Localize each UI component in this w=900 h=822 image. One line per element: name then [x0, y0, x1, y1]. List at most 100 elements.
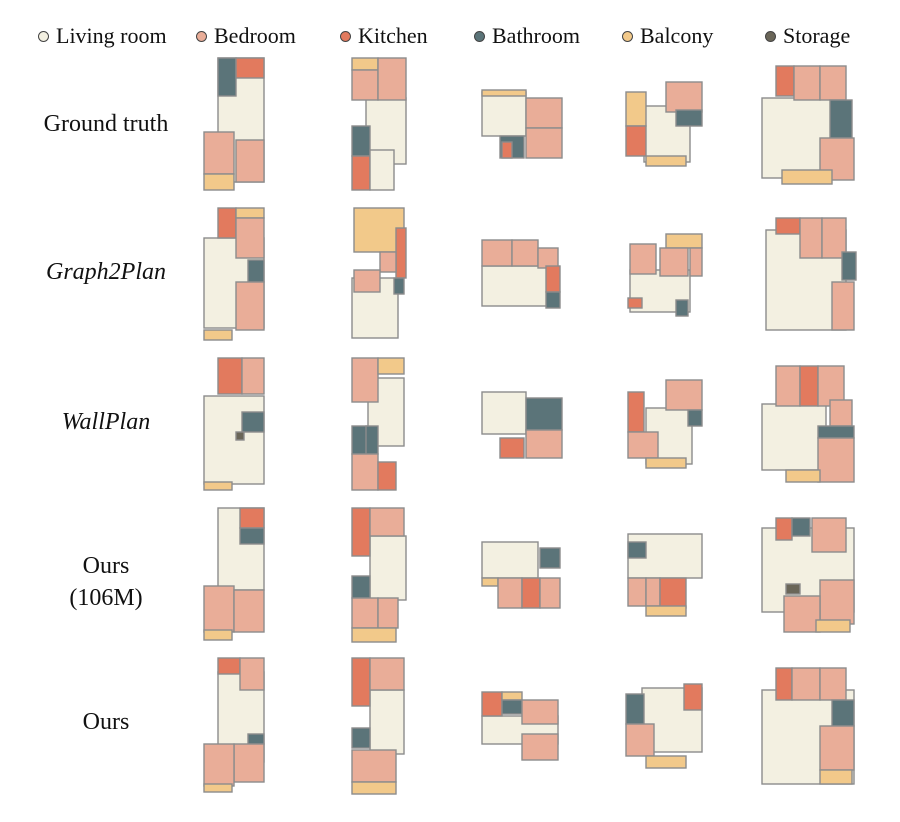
living-room: [369, 535, 407, 601]
bedroom-room: [351, 749, 397, 783]
balcony-room: [377, 357, 405, 375]
legend-label: Bedroom: [214, 23, 296, 48]
bedroom-room: [627, 431, 659, 459]
balcony-room: [203, 481, 233, 491]
bedroom-room: [369, 507, 405, 537]
living-room: [369, 689, 405, 755]
bedroom-room: [525, 429, 563, 459]
kitchen-room: [775, 65, 795, 97]
bathroom-room: [351, 575, 371, 599]
storage-swatch-icon: [765, 30, 776, 42]
floor-plan-ground-truth-2: [351, 57, 407, 191]
legend-item-living-room: Living room: [38, 18, 167, 54]
balcony-room: [203, 629, 233, 641]
bedroom-room: [369, 657, 405, 691]
bedroom-room: [791, 667, 821, 701]
kitchen-room: [395, 227, 407, 279]
kitchen-room: [217, 657, 241, 675]
living-room-swatch-icon: [38, 30, 49, 42]
balcony-room: [481, 89, 527, 97]
balcony-room: [625, 91, 647, 127]
balcony-room: [351, 57, 379, 71]
legend: Living room Bedroom Kitchen Bathroom Bal…: [0, 18, 900, 54]
living-room: [481, 391, 527, 435]
bedroom-room: [525, 127, 563, 159]
bedroom-swatch-icon: [196, 30, 207, 42]
bedroom-room: [241, 357, 265, 395]
floor-plan-ground-truth-1: [203, 57, 265, 191]
bedroom-room: [379, 251, 397, 273]
row-label-graph2plan: Graph2Plan: [46, 259, 166, 285]
bathroom-room: [791, 517, 811, 537]
floor-plan-ground-truth-5: [761, 65, 855, 185]
kitchen-room: [499, 437, 525, 459]
bedroom-room: [481, 239, 513, 267]
balcony-room: [785, 469, 821, 483]
bedroom-room: [811, 517, 847, 553]
bedroom-room: [783, 595, 821, 633]
kitchen-room: [239, 507, 265, 529]
kitchen-room: [521, 577, 541, 609]
balcony-room: [815, 619, 851, 633]
bedroom-room: [235, 217, 265, 259]
bathroom-room: [247, 259, 265, 283]
bedroom-room: [233, 589, 265, 633]
balcony-room: [235, 207, 265, 219]
bathroom-room: [539, 547, 561, 569]
bedroom-room: [689, 247, 703, 277]
legend-item-balcony: Balcony: [622, 18, 713, 54]
bathroom-room: [501, 699, 523, 715]
kitchen-room: [775, 217, 801, 235]
bathroom-room: [365, 425, 379, 455]
kitchen-room: [481, 691, 503, 717]
bedroom-room: [525, 97, 563, 129]
bathroom-room: [831, 699, 855, 727]
living-room: [481, 91, 527, 137]
bedroom-room: [665, 379, 703, 411]
bathroom-room: [675, 109, 703, 127]
legend-item-storage: Storage: [765, 18, 850, 54]
living-room: [481, 265, 549, 307]
bathroom-room: [545, 291, 561, 309]
legend-item-bathroom: Bathroom: [474, 18, 580, 54]
bedroom-room: [627, 577, 647, 607]
bedroom-room: [629, 243, 657, 275]
floor-plan-ours-106m-3: [481, 541, 561, 609]
bedroom-room: [819, 725, 855, 771]
bathroom-room: [241, 411, 265, 433]
kitchen-room: [351, 507, 371, 557]
floor-plan-ours-106m-4: [627, 533, 703, 617]
balcony-room: [203, 173, 235, 191]
bathroom-room: [817, 425, 855, 439]
bedroom-room: [351, 453, 379, 491]
floor-plan-wallplan-4: [627, 379, 703, 469]
kitchen-room: [501, 141, 513, 159]
floor-plan-ground-truth-4: [625, 81, 703, 167]
bathroom-room: [627, 541, 647, 559]
balcony-room: [781, 169, 833, 185]
bedroom-room: [539, 577, 561, 609]
bedroom-room: [351, 597, 379, 629]
kitchen-swatch-icon: [340, 30, 351, 42]
bedroom-room: [829, 399, 853, 427]
kitchen-room: [659, 577, 687, 609]
balcony-room: [645, 457, 687, 469]
floor-plan-ours-106m-2: [351, 507, 407, 643]
kitchen-room: [351, 657, 371, 707]
balcony-room: [351, 627, 397, 643]
row-label-ground-truth: Ground truth: [43, 111, 169, 137]
bathroom-room: [687, 409, 703, 427]
balcony-room: [351, 781, 397, 795]
kitchen-room: [799, 365, 819, 407]
bedroom-room: [233, 743, 265, 783]
floor-plan-wallplan-3: [481, 391, 563, 459]
floor-plan-graph2plan-5: [765, 217, 857, 331]
kitchen-room: [683, 683, 703, 711]
bathroom-room: [351, 125, 371, 157]
bedroom-room: [537, 247, 559, 269]
floor-plan-ours-2: [351, 657, 405, 795]
floor-plan-wallplan-2: [351, 357, 405, 491]
balcony-room: [645, 755, 687, 769]
kitchen-room: [235, 57, 265, 79]
bedroom-room: [775, 365, 801, 407]
